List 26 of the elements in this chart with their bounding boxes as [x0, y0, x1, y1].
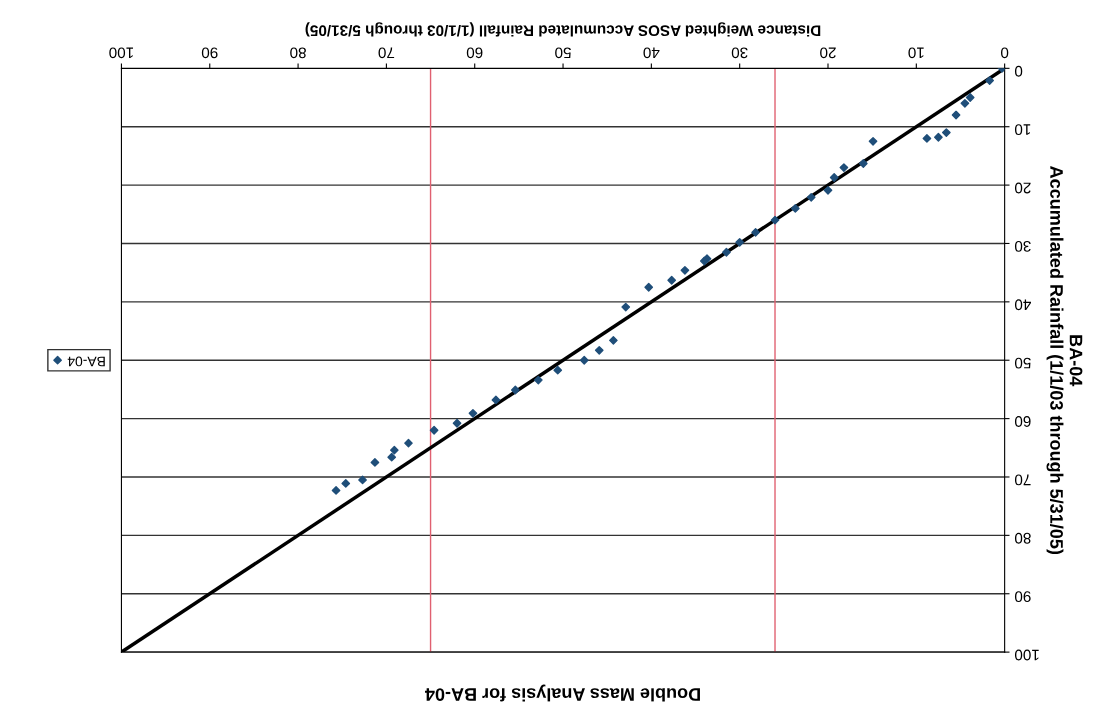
- legend-label: BA-04: [67, 356, 105, 367]
- y-tick-label: 90: [1014, 591, 1031, 603]
- y-tick-label: 30: [1014, 240, 1031, 252]
- x-tick-label: 90: [201, 47, 218, 59]
- y-tick-label: 60: [1014, 416, 1031, 427]
- y-tick-label: 100: [1014, 649, 1039, 661]
- x-tick-label: 20: [820, 47, 836, 59]
- x-tick-label: 30: [731, 47, 748, 59]
- x-axis-title: Distance Weighted ASOS Accumulated Rainfall (1/1/03 through 5/31/05): [305, 22, 821, 37]
- y-tick-label: 0: [1014, 65, 1023, 77]
- x-tick-label: 10: [908, 47, 924, 59]
- x-tick-label: 80: [290, 47, 306, 59]
- x-tick-label: 40: [643, 47, 660, 59]
- y-tick-label: 20: [1014, 182, 1031, 194]
- text: Double Mass Analysis for BA-04: [425, 684, 700, 702]
- x-tick-label: 0: [1000, 47, 1009, 59]
- x-tick-label: 60: [466, 47, 483, 59]
- y-axis-title: BA-04 Accumulated Rainfall (1/1/03 through 5/31/05): [1046, 166, 1083, 554]
- y-tick-label: 70: [1014, 474, 1031, 486]
- x-tick-label: 100: [109, 47, 134, 59]
- x-tick-label: 50: [555, 47, 571, 59]
- y-tick-label: 40: [1014, 299, 1031, 311]
- y-tick-label: 10: [1014, 124, 1031, 136]
- y-tick-label: 80: [1014, 532, 1031, 544]
- y-tick-label: 50: [1014, 357, 1031, 369]
- x-tick-label: 70: [378, 47, 395, 59]
